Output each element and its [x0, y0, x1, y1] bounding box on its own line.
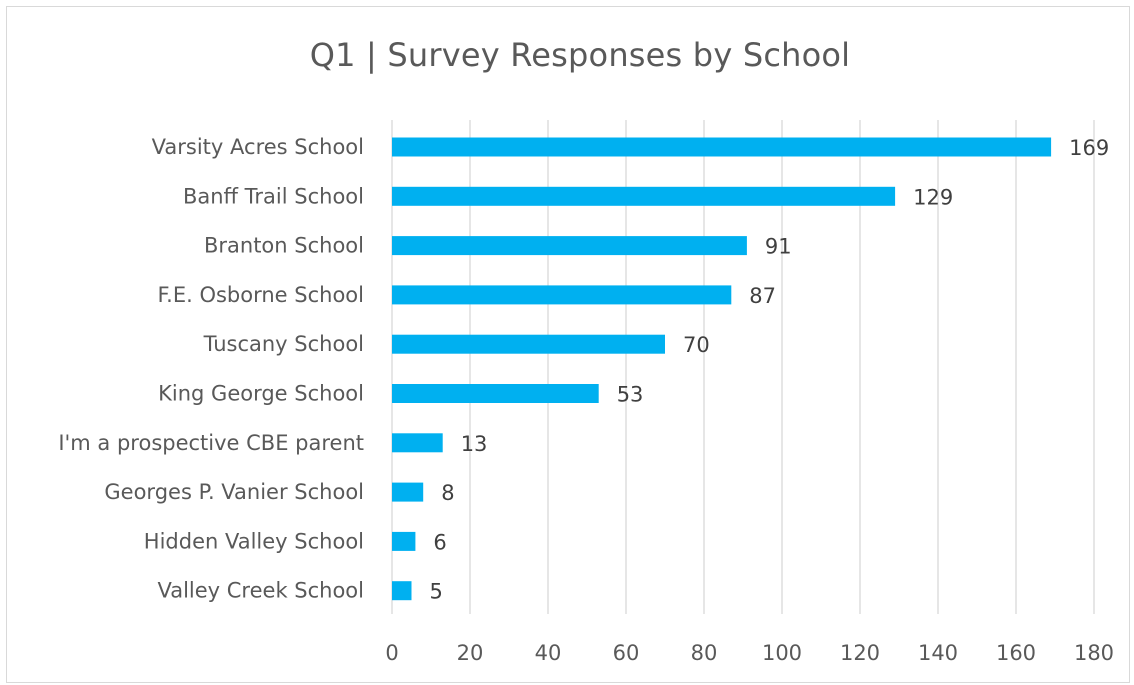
data-label: 70	[683, 333, 710, 357]
category-label: Valley Creek School	[157, 579, 364, 603]
data-labels: 169 129 91 87 70 53 13 8 6 5	[430, 136, 1110, 604]
bar	[392, 531, 416, 551]
bar	[392, 482, 424, 502]
data-label: 8	[441, 481, 454, 505]
data-label: 87	[749, 284, 776, 308]
data-label: 91	[765, 235, 792, 259]
bar	[392, 384, 599, 403]
bar	[392, 334, 665, 354]
x-tick-label: 180	[1074, 641, 1114, 665]
category-label: King George School	[158, 382, 364, 406]
category-label: Branton School	[204, 234, 364, 258]
x-axis-tick-labels: 0 20 40 60 80 100 120 140 160 180	[385, 641, 1114, 665]
category-label: Hidden Valley School	[144, 529, 364, 553]
x-tick-label: 100	[762, 641, 802, 665]
x-tick-label: 120	[840, 641, 880, 665]
category-label: Banff Trail School	[183, 184, 364, 208]
x-tick-label: 160	[996, 641, 1036, 665]
bar	[392, 581, 412, 601]
bar	[392, 137, 1052, 157]
data-label: 13	[461, 432, 488, 456]
category-label: Varsity Acres School	[152, 135, 364, 159]
bar	[392, 285, 732, 305]
category-labels: Varsity Acres School Banff Trail School Br…	[58, 135, 364, 603]
bars	[392, 137, 1052, 601]
chart-title: Q1 | Survey Responses by School	[309, 36, 851, 74]
data-label: 169	[1069, 136, 1109, 160]
bar	[392, 186, 896, 206]
category-label: I'm a prospective CBE parent	[58, 431, 364, 455]
data-label: 129	[913, 185, 953, 209]
x-tick-label: 40	[535, 641, 562, 665]
x-tick-label: 60	[613, 641, 640, 665]
x-tick-label: 0	[385, 641, 398, 665]
category-label: Georges P. Vanier School	[104, 480, 364, 504]
category-label: Tuscany School	[203, 332, 364, 356]
bar	[392, 236, 747, 256]
category-label: F.E. Osborne School	[157, 283, 364, 307]
data-label: 6	[433, 530, 446, 554]
data-label: 5	[430, 580, 443, 604]
data-label: 53	[617, 383, 644, 407]
x-tick-label: 80	[691, 641, 718, 665]
x-tick-label: 140	[918, 641, 958, 665]
bar	[392, 433, 443, 453]
x-tick-label: 20	[457, 641, 484, 665]
